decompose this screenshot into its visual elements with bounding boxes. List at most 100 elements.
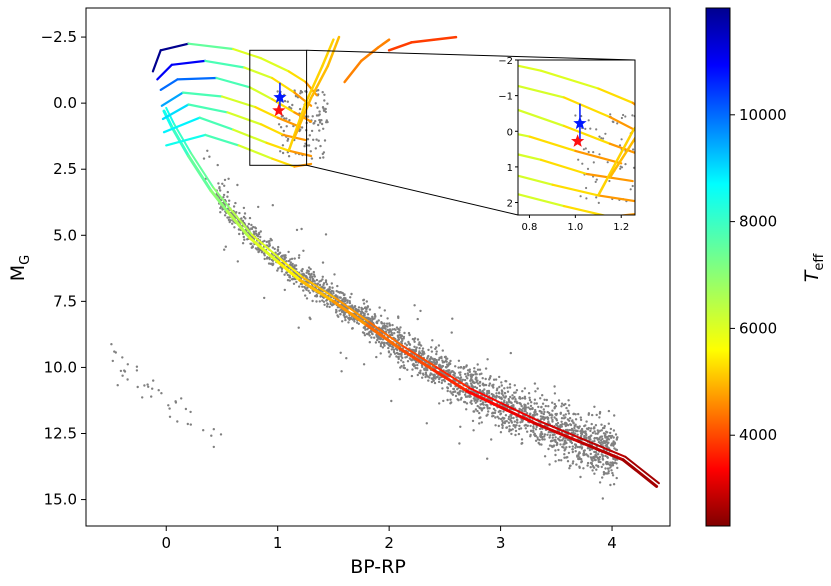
main-sequence-track	[173, 122, 192, 154]
scatter-point	[311, 277, 314, 281]
scatter-point	[496, 387, 499, 390]
scatter-point	[152, 379, 155, 382]
scatter-point	[535, 425, 538, 429]
isochrone-track	[159, 42, 190, 52]
scatter-point	[469, 382, 473, 385]
scatter-point	[311, 299, 314, 303]
scatter-point	[603, 424, 606, 428]
scatter-point	[528, 396, 531, 399]
scatter-point	[208, 155, 211, 158]
scatter-point	[601, 426, 605, 430]
scatter-point	[525, 412, 529, 415]
inset-scatter-point	[581, 162, 584, 165]
scatter-point	[598, 481, 602, 484]
inset-x-tick-label: 1.2	[613, 222, 629, 233]
scatter-point	[359, 312, 363, 315]
scatter-point	[244, 217, 247, 220]
main-sequence-track	[189, 151, 215, 189]
inset-scatter-point	[629, 188, 632, 191]
scatter-point	[555, 419, 559, 422]
scatter-point	[403, 331, 406, 335]
scatter-point	[596, 432, 599, 435]
scatter-point	[508, 425, 511, 428]
scatter-point	[548, 436, 551, 439]
scatter-point	[307, 289, 310, 292]
scatter-point	[500, 384, 503, 387]
scatter-point	[458, 390, 461, 393]
scatter-point	[600, 465, 603, 469]
scatter-point	[541, 417, 544, 420]
scatter-point	[521, 397, 524, 400]
scatter-point	[466, 395, 469, 398]
scatter-point	[526, 424, 529, 428]
scatter-point	[510, 416, 513, 420]
scatter-point	[468, 368, 471, 371]
scatter-point	[465, 375, 468, 378]
scatter-point	[526, 430, 529, 433]
inset-scatter-point	[620, 116, 624, 120]
scatter-point	[552, 445, 555, 448]
scatter-point	[504, 414, 508, 417]
scatter-point	[241, 242, 245, 245]
scatter-point	[492, 414, 495, 418]
scatter-point	[609, 461, 612, 464]
scatter-point	[222, 196, 225, 199]
scatter-point	[554, 405, 558, 408]
scatter-point	[422, 350, 425, 353]
scatter-point	[324, 110, 327, 114]
scatter-point	[454, 365, 457, 368]
scatter-point	[343, 315, 346, 318]
isochrone-track	[156, 63, 173, 81]
scatter-point	[576, 445, 579, 449]
scatter-point	[568, 404, 571, 407]
scatter-point	[414, 348, 418, 351]
scatter-point	[276, 269, 279, 272]
star-marker	[273, 90, 287, 103]
scatter-point	[512, 423, 515, 427]
scatter-point	[503, 421, 506, 425]
scatter-point	[511, 428, 514, 431]
scatter-point	[523, 406, 527, 410]
giant-branch-track	[432, 35, 458, 41]
y-tick-label: 15.0	[44, 491, 77, 509]
scatter-point	[551, 414, 554, 417]
scatter-point	[542, 408, 545, 411]
scatter-point	[557, 425, 560, 428]
scatter-point	[521, 419, 524, 422]
scatter-point	[430, 346, 433, 349]
scatter-point	[385, 322, 389, 325]
isochrone-track	[276, 116, 302, 129]
scatter-point	[286, 100, 289, 103]
scatter-point	[212, 445, 215, 449]
scatter-point	[279, 126, 283, 129]
scatter-point	[295, 280, 298, 284]
scatter-point	[446, 398, 449, 402]
scatter-point	[392, 348, 396, 352]
scatter-point	[543, 410, 546, 414]
scatter-point	[593, 456, 596, 460]
scatter-point	[293, 265, 296, 268]
scatter-point	[520, 404, 523, 408]
inset-giant-branch-track	[667, 46, 690, 82]
scatter-point	[576, 433, 579, 436]
scatter-point	[523, 403, 526, 406]
scatter-point	[438, 402, 441, 405]
scatter-point	[605, 462, 608, 465]
scatter-point	[421, 376, 424, 379]
scatter-point	[512, 404, 515, 407]
inset-x-tick-label: 1.0	[567, 222, 583, 233]
scatter-point	[304, 142, 307, 145]
scatter-point	[476, 379, 479, 382]
scatter-point	[396, 330, 399, 334]
scatter-point	[561, 423, 564, 426]
scatter-point	[300, 227, 303, 231]
y-axis-label-sub: G	[18, 255, 33, 265]
inset-scatter-point	[624, 163, 627, 166]
scatter-point	[571, 448, 574, 451]
scatter-point	[277, 123, 281, 126]
y-axis-label-main: M	[7, 265, 29, 281]
scatter-point	[515, 421, 519, 424]
giant-branch-track	[293, 96, 313, 139]
scatter-point	[541, 394, 544, 397]
scatter-point	[472, 397, 476, 400]
